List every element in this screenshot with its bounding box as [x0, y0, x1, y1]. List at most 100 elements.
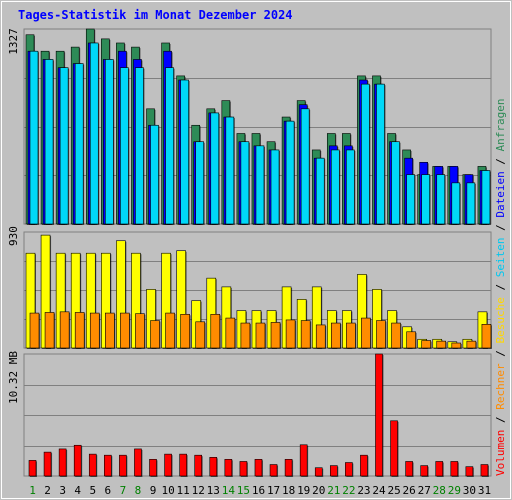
- bar-rechner: [391, 322, 401, 349]
- legend-item: Anfragen: [494, 98, 507, 151]
- x-tick-label: 19: [297, 484, 310, 497]
- bar-rechner: [165, 312, 175, 349]
- y-axis-label: 930: [7, 226, 20, 246]
- legend-separator: /: [494, 151, 507, 171]
- bar-seiten: [406, 174, 415, 225]
- legend-separator: /: [494, 277, 507, 297]
- x-tick-label: 18: [282, 484, 295, 497]
- bar-seiten: [195, 141, 205, 225]
- bar-volumen: [73, 444, 82, 477]
- x-tick-label: 26: [403, 484, 416, 497]
- bar-rechner: [89, 312, 100, 349]
- bar-seiten: [466, 182, 476, 225]
- legend-item: Seiten: [494, 238, 507, 278]
- bar-volumen: [269, 464, 278, 477]
- x-tick-label: 13: [207, 484, 220, 497]
- x-tick-label: 28: [433, 484, 446, 497]
- bar-seiten: [165, 67, 174, 225]
- bar-rechner: [240, 322, 251, 349]
- x-tick-label: 9: [150, 484, 157, 497]
- bar-rechner: [105, 312, 115, 349]
- x-tick-label: 2: [44, 484, 51, 497]
- bar-volumen: [149, 459, 157, 477]
- legend-item: Besuche: [494, 297, 507, 343]
- bar-rechner: [195, 321, 206, 349]
- bar-seiten: [120, 67, 129, 225]
- bar-seiten: [270, 149, 280, 225]
- bar-volumen: [209, 457, 218, 477]
- bar-seiten: [451, 182, 461, 225]
- bar-seiten: [315, 157, 325, 225]
- bar-rechner: [44, 312, 55, 349]
- x-tick-label: 3: [59, 484, 66, 497]
- x-tick-label: 16: [252, 484, 265, 497]
- legend-separator: /: [494, 218, 507, 238]
- x-tick-label: 5: [89, 484, 96, 497]
- bar-seiten: [135, 67, 144, 225]
- bar-rechner: [270, 322, 281, 349]
- bar-volumen: [88, 453, 97, 477]
- bar-volumen: [405, 461, 413, 477]
- legend-item: Volumen: [494, 430, 507, 476]
- chart-title: Tages-Statistik im Monat Dezember 2024: [18, 8, 293, 22]
- bar-volumen: [119, 454, 127, 477]
- bar-rechner: [210, 314, 221, 349]
- legend-item: Rechner: [494, 363, 507, 410]
- x-tick-label: 1: [29, 484, 36, 497]
- bar-rechner: [29, 312, 40, 349]
- bar-volumen: [375, 353, 383, 477]
- bar-seiten: [59, 67, 69, 225]
- bar-seiten: [285, 120, 295, 225]
- x-tick-label: 23: [357, 484, 370, 497]
- bar-rechner: [436, 340, 447, 349]
- bar-rechner: [421, 340, 431, 349]
- x-tick-label: 17: [267, 484, 280, 497]
- bar-seiten: [29, 50, 39, 225]
- bar-seiten: [89, 42, 99, 225]
- x-tick-label: 10: [161, 484, 174, 497]
- x-tick-label: 24: [372, 484, 386, 497]
- bar-volumen: [345, 462, 353, 477]
- bar-seiten: [361, 83, 370, 225]
- bar-rechner: [466, 340, 477, 349]
- bar-volumen: [450, 461, 459, 477]
- bar-rechner: [346, 322, 356, 349]
- bar-volumen: [420, 465, 428, 477]
- bar-seiten: [481, 170, 491, 225]
- x-tick-label: 4: [74, 484, 81, 497]
- bar-volumen: [194, 454, 203, 477]
- bar-rechner: [59, 311, 70, 349]
- legend-separator: /: [494, 410, 507, 430]
- bar-volumen: [104, 454, 112, 477]
- bar-seiten: [421, 174, 430, 225]
- bar-volumen: [43, 451, 52, 477]
- bar-seiten: [44, 59, 54, 225]
- bar-seiten: [180, 79, 189, 225]
- bar-seiten: [240, 141, 250, 225]
- bar-volumen: [435, 461, 444, 477]
- bar-volumen: [58, 448, 67, 477]
- bar-volumen: [360, 454, 368, 477]
- bar-rechner: [135, 313, 145, 349]
- x-tick-label: 6: [105, 484, 112, 497]
- bar-volumen: [329, 465, 338, 477]
- y-axis-label: 1327: [7, 28, 20, 55]
- bar-volumen: [164, 453, 172, 477]
- x-tick-label: 25: [387, 484, 400, 497]
- bar-seiten: [391, 141, 400, 225]
- x-tick-label: 27: [418, 484, 431, 497]
- x-tick-label: 20: [312, 484, 325, 497]
- bar-rechner: [255, 322, 266, 349]
- bar-rechner: [300, 320, 311, 349]
- bar-seiten: [255, 145, 265, 225]
- bar-rechner: [74, 312, 85, 349]
- x-tick-label: 7: [120, 484, 127, 497]
- bar-rechner: [330, 322, 341, 349]
- x-tick-label: 21: [327, 484, 340, 497]
- bar-seiten: [210, 112, 220, 225]
- y-axis-label: 10.32 MB: [7, 351, 20, 404]
- bar-volumen: [134, 448, 142, 477]
